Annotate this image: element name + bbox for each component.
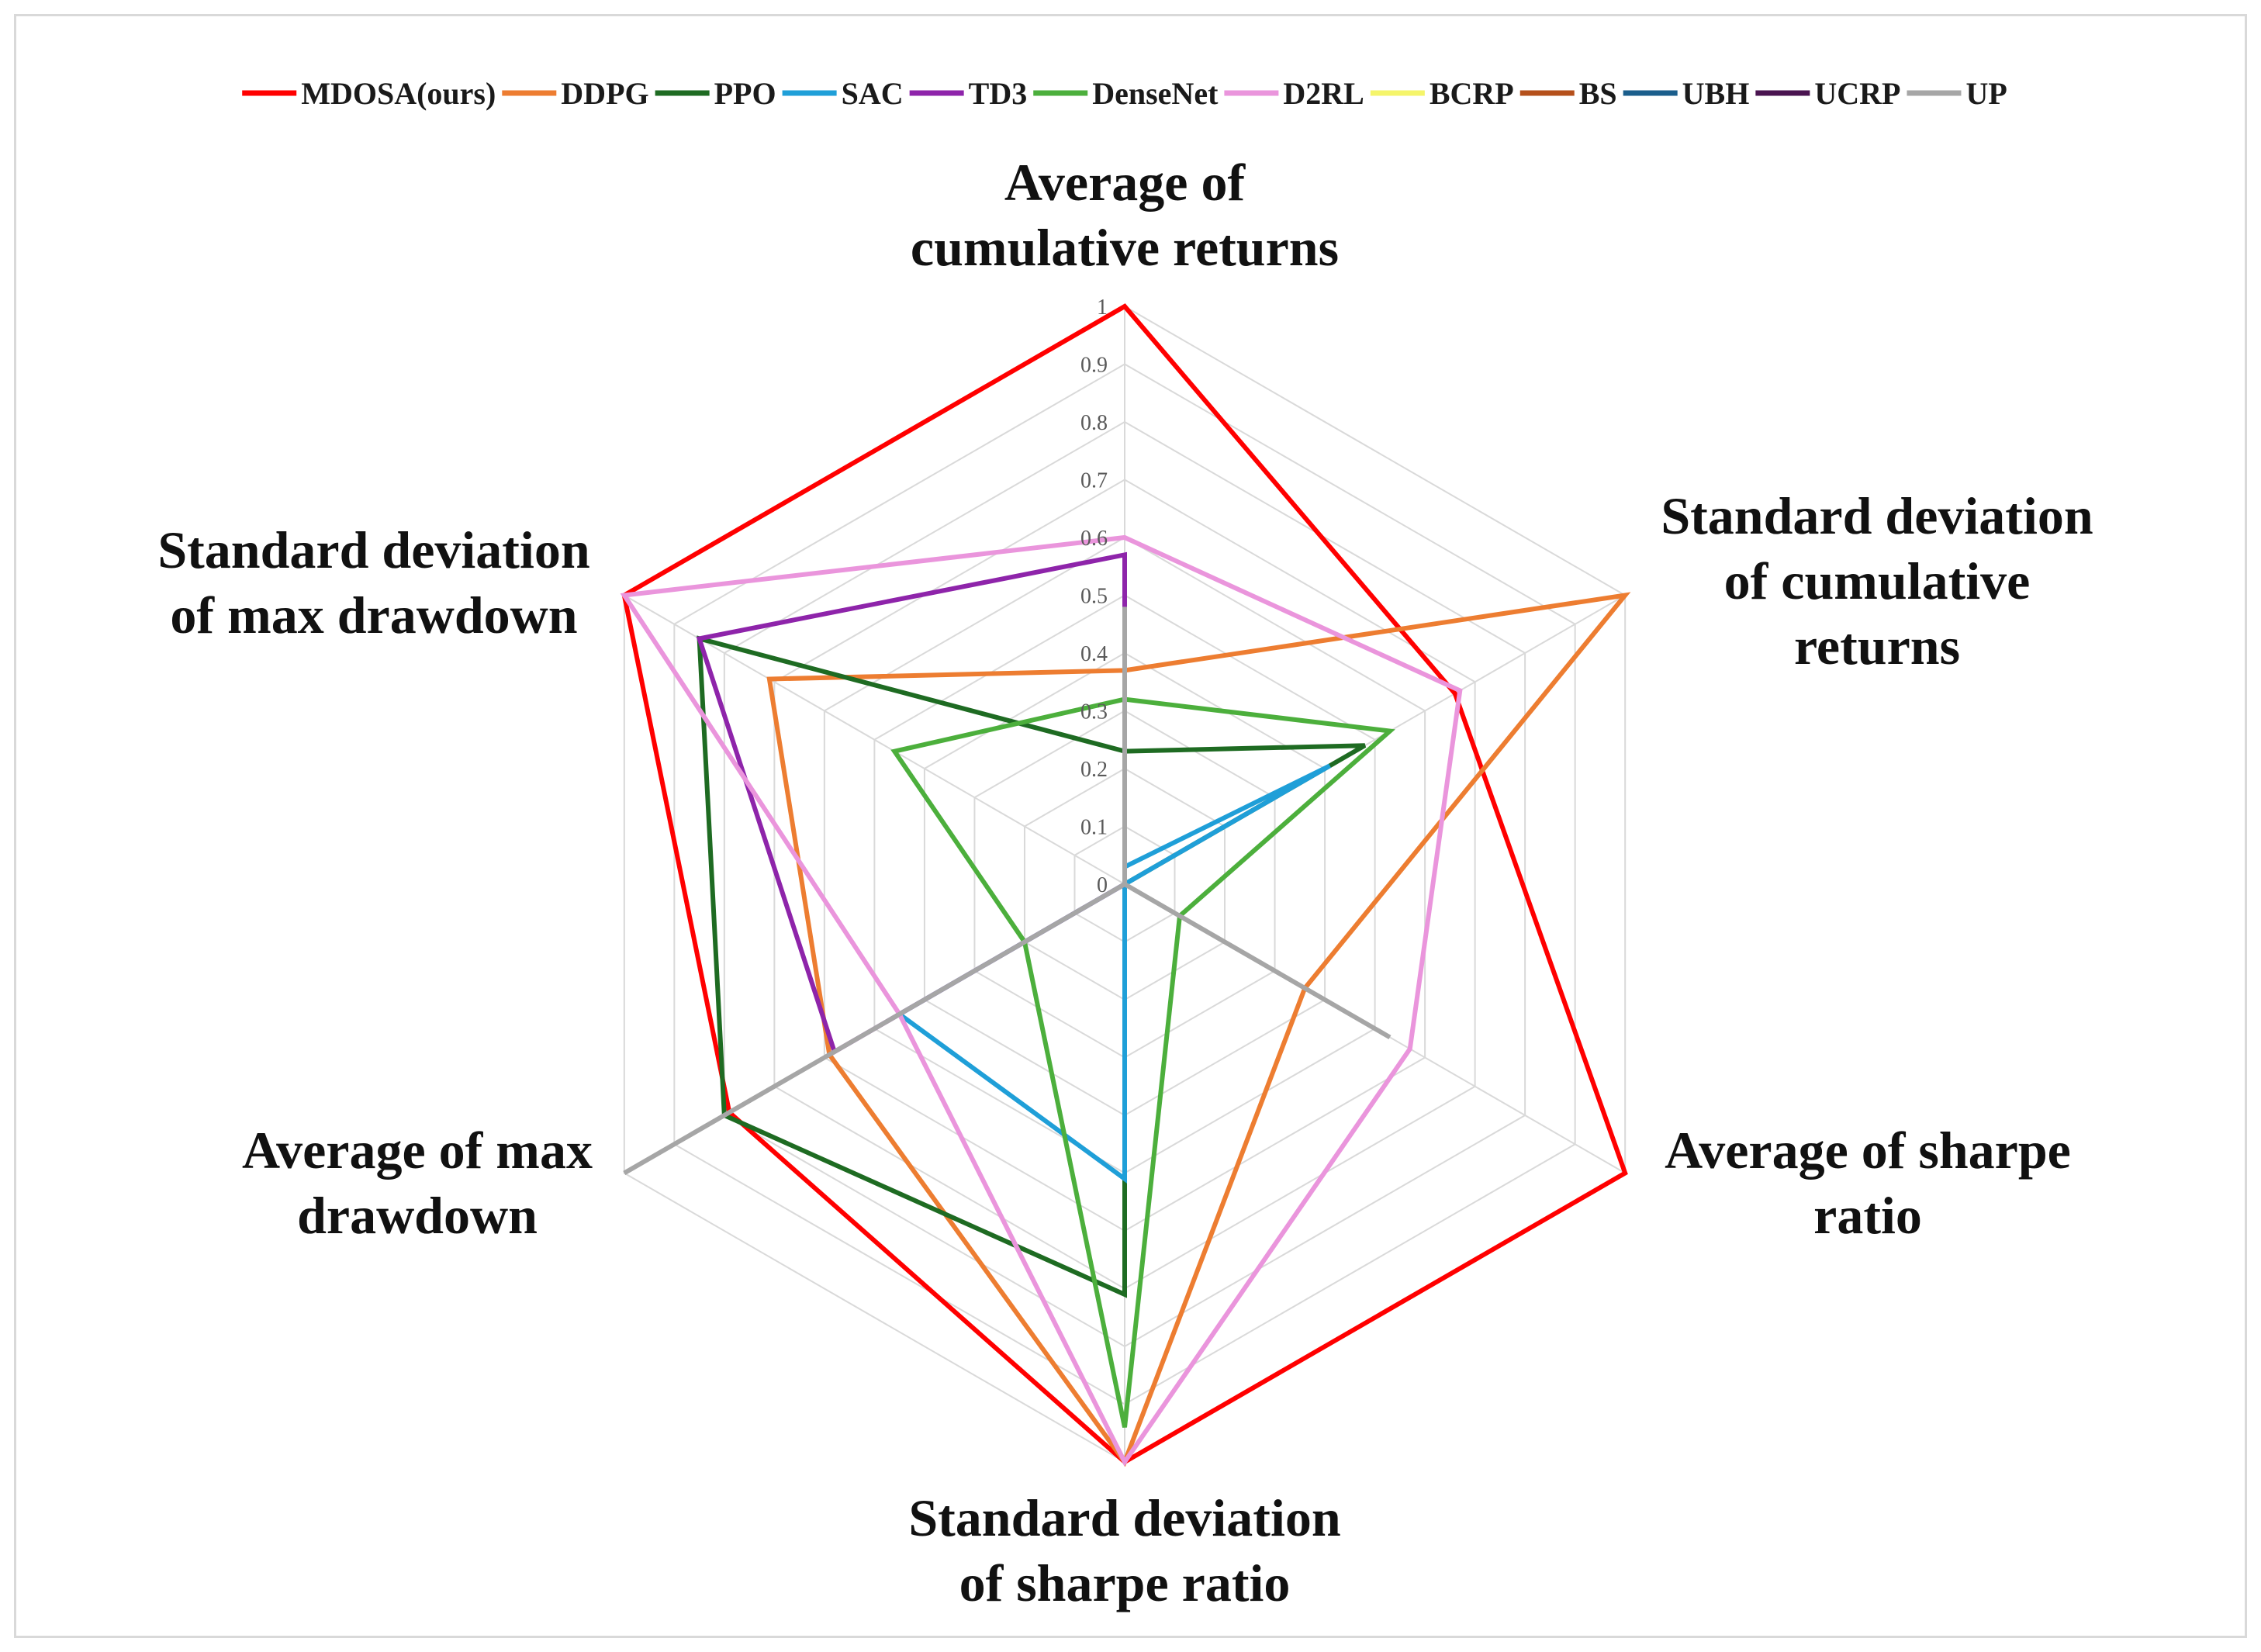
tick-label: 0.7 — [1080, 469, 1108, 493]
grid-spoke — [624, 594, 1125, 885]
series-lines — [620, 303, 1631, 1467]
legend-item: D2RL — [1224, 76, 1364, 111]
series-line-sac — [895, 763, 1332, 1184]
legend-item: UCRP — [1755, 76, 1900, 111]
legend-label: PPO — [714, 76, 776, 111]
tick-label: 0.1 — [1080, 816, 1108, 840]
legend-item: SAC — [782, 76, 904, 111]
tick-labels: 0 0.1 0.2 0.3 0.4 0.5 0.6 0.7 0.8 0.9 1 — [1080, 295, 1108, 897]
axis-label: Standard deviation of sharpe ratio — [908, 1488, 1340, 1612]
tick-label: 0.2 — [1080, 758, 1108, 782]
tick-label: 1 — [1097, 295, 1108, 320]
axis-labels: Average of cumulative returns Standard dev… — [157, 153, 2093, 1612]
legend-label: BCRP — [1430, 76, 1514, 111]
legend-item: BS — [1519, 76, 1617, 111]
legend-item: UP — [1907, 76, 2007, 111]
legend-item: BCRP — [1370, 76, 1514, 111]
legend-item: UBH — [1623, 76, 1750, 111]
legend-item: TD3 — [909, 76, 1028, 111]
axis-label: Average of sharpe ratio — [1665, 1121, 2071, 1245]
axis-label: Standard deviation of cumulative returns — [1661, 486, 2093, 676]
legend-item: PPO — [655, 76, 776, 111]
legend-label: UCRP — [1814, 76, 1900, 111]
axis-label: Standard deviation of max drawdown — [157, 520, 589, 645]
legend-label: MDOSA(ours) — [301, 76, 496, 111]
legend-item: MDOSA(ours) — [242, 76, 496, 111]
legend-label: SAC — [842, 76, 904, 111]
legend-label: DenseNet — [1092, 76, 1219, 111]
legend-label: UP — [1965, 76, 2007, 111]
series-line-d2rl — [620, 534, 1463, 1467]
tick-label: 0.5 — [1080, 585, 1108, 609]
legend-item: DenseNet — [1033, 76, 1219, 111]
axis-label: Average of max drawdown — [242, 1121, 593, 1245]
tick-label: 0.8 — [1080, 411, 1108, 435]
axis-label: Average of cumulative returns — [911, 153, 1339, 277]
tick-label: 0.4 — [1080, 642, 1108, 666]
tick-label: 0.9 — [1080, 354, 1108, 378]
legend-label: UBH — [1682, 76, 1750, 111]
legend-label: DDPG — [561, 76, 648, 111]
legend-item: DDPG — [502, 76, 649, 111]
legend-label: TD3 — [969, 76, 1028, 111]
series-line-up — [623, 607, 1392, 1176]
tick-label: 0.6 — [1080, 527, 1108, 551]
series-line-ddpg — [766, 592, 1631, 1467]
tick-label: 0 — [1097, 873, 1108, 897]
legend: MDOSA(ours) DDPG PPO SAC TD3 DenseNet D2RL BCRP… — [242, 76, 2007, 111]
tick-label: 0.3 — [1080, 700, 1108, 724]
legend-label: BS — [1579, 76, 1617, 111]
legend-label: D2RL — [1283, 76, 1364, 111]
series-line-densenet — [890, 696, 1395, 1428]
